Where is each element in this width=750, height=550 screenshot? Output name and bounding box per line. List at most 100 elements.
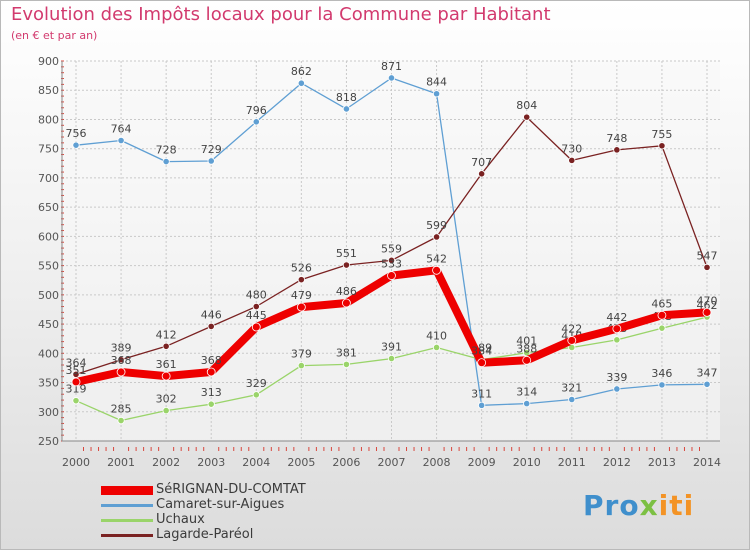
data-point: [72, 370, 80, 378]
data-point: [161, 371, 171, 381]
data-label: 442: [606, 311, 627, 324]
y-tick-label: 800: [38, 113, 59, 126]
legend-swatch: [101, 486, 153, 495]
data-label: 368: [201, 354, 222, 367]
data-point: [252, 118, 260, 126]
x-tick-label: 2013: [648, 456, 676, 469]
chart-title: Evolution des Impôts locaux pour la Comm…: [11, 4, 551, 25]
data-point: [162, 406, 170, 415]
data-point: [207, 400, 215, 408]
x-tick-label: 2011: [558, 456, 586, 469]
data-point: [567, 336, 577, 345]
data-point: [612, 324, 622, 334]
data-label: 748: [606, 132, 627, 145]
data-point: [252, 391, 260, 399]
data-point: [252, 302, 260, 311]
data-point: [117, 136, 125, 145]
data-label: 526: [291, 262, 312, 275]
data-point: [297, 79, 305, 87]
data-point: [297, 361, 305, 370]
x-tick-label: 2003: [197, 456, 225, 469]
data-point: [432, 343, 441, 352]
data-label: 319: [66, 383, 87, 396]
data-label: 707: [471, 156, 492, 169]
legend-label: Camaret-sur-Aigues: [156, 497, 285, 512]
data-label: 480: [246, 289, 267, 302]
data-label: 756: [66, 127, 87, 140]
data-label: 410: [426, 329, 447, 342]
data-point: [658, 381, 666, 389]
data-point: [387, 354, 396, 363]
data-point: [387, 256, 396, 264]
data-point: [72, 141, 80, 149]
data-label: 368: [111, 354, 132, 367]
data-point: [342, 261, 351, 269]
data-point: [613, 146, 621, 154]
data-point: [387, 271, 396, 280]
y-tick-label: 550: [38, 260, 59, 273]
data-point: [162, 342, 170, 350]
data-label: 559: [381, 242, 402, 255]
x-tick-label: 2010: [513, 456, 541, 469]
x-tick-label: 2008: [423, 456, 451, 469]
data-point: [478, 401, 486, 409]
data-label: 470: [697, 294, 718, 307]
data-label: 728: [156, 144, 177, 157]
data-point: [117, 356, 125, 364]
data-label: 381: [336, 346, 357, 359]
data-label: 391: [381, 341, 402, 354]
data-point: [703, 263, 711, 271]
data-label: 313: [201, 386, 222, 399]
data-point: [478, 170, 486, 178]
data-label: 311: [471, 387, 492, 400]
data-point: [207, 322, 215, 331]
y-tick-label: 700: [38, 172, 59, 185]
data-label: 422: [561, 322, 582, 335]
x-tick-label: 2012: [603, 456, 631, 469]
data-point: [523, 399, 531, 408]
data-label: 329: [246, 377, 267, 390]
y-tick-label: 650: [38, 201, 59, 214]
data-point: [522, 355, 532, 365]
data-label: 871: [381, 60, 402, 73]
data-point: [658, 142, 666, 150]
data-label: 755: [651, 128, 672, 141]
data-point: [568, 156, 576, 164]
data-point: [342, 360, 351, 369]
data-label: 321: [561, 381, 582, 394]
y-tick-label: 300: [38, 406, 59, 419]
data-label: 401: [516, 335, 537, 348]
data-point: [703, 380, 711, 388]
data-point: [477, 358, 487, 368]
data-point: [116, 367, 126, 377]
legend-label: Uchaux: [156, 512, 205, 527]
x-tick-label: 2007: [378, 456, 406, 469]
x-tick-label: 2009: [468, 456, 496, 469]
data-point: [206, 367, 216, 377]
data-point: [296, 302, 306, 312]
legend-label: Lagarde-Paréol: [156, 527, 254, 542]
data-label: 314: [516, 386, 537, 399]
data-label: 796: [246, 104, 267, 117]
data-point: [523, 113, 531, 121]
data-label: 339: [606, 371, 627, 384]
y-tick-label: 250: [38, 435, 59, 448]
data-label: 364: [66, 356, 87, 369]
data-label: 542: [426, 252, 447, 265]
x-tick-label: 2006: [332, 456, 360, 469]
data-label: 730: [561, 142, 582, 155]
data-label: 389: [111, 342, 132, 355]
data-point: [117, 416, 125, 425]
data-point: [432, 233, 441, 241]
data-label: 764: [111, 123, 132, 136]
data-point: [387, 74, 396, 82]
chart-subtitle: (en € et par an): [11, 29, 98, 42]
x-tick-label: 2001: [107, 456, 135, 469]
data-point: [658, 324, 666, 332]
data-label: 351: [66, 364, 87, 377]
data-point: [342, 298, 351, 308]
data-label: 465: [651, 297, 672, 310]
y-tick-label: 400: [38, 347, 59, 360]
data-label: 379: [291, 348, 312, 361]
